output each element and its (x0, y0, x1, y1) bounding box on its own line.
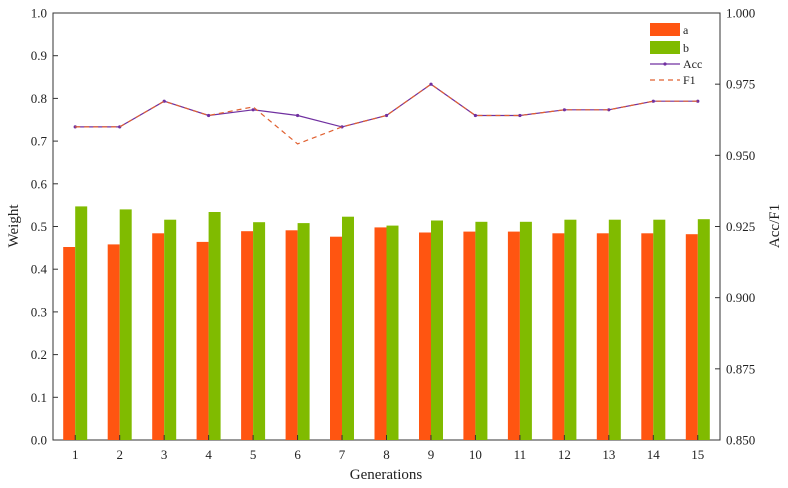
point-Acc-6 (296, 113, 300, 118)
right-tick-label: 0.850 (726, 433, 755, 448)
x-tick-label: 8 (383, 447, 390, 462)
left-tick-label: 0.0 (31, 433, 47, 448)
right-tick-label: 0.950 (726, 148, 755, 163)
legend-swatch-a (650, 23, 680, 36)
bar-a-10 (463, 231, 476, 440)
right-tick-label: 0.875 (726, 361, 755, 376)
bar-a-8 (374, 227, 387, 440)
point-Acc-15 (696, 99, 700, 103)
bar-b-3 (164, 219, 177, 440)
x-axis-title: Generations (350, 467, 423, 483)
bar-a-11 (507, 231, 520, 440)
bar-a-7 (330, 236, 342, 440)
legend-label-f1: F1 (683, 73, 696, 87)
legend-label-b: b (683, 41, 689, 55)
left-tick-label: 0.2 (31, 347, 47, 362)
right-tick-label: 1.000 (726, 6, 755, 21)
bar-b-1 (75, 206, 88, 440)
legend-swatch-b (650, 41, 680, 54)
left-tick-label: 0.5 (31, 219, 47, 234)
x-tick-label: 6 (294, 447, 301, 462)
x-tick-label: 4 (205, 447, 212, 462)
bar-b-11 (519, 221, 532, 440)
left-tick-label: 0.8 (31, 91, 47, 106)
x-tick-label: 10 (469, 447, 482, 462)
bar-b-15 (697, 219, 710, 440)
bar-b-12 (564, 219, 577, 440)
bar-b-5 (253, 222, 266, 440)
x-tick-label: 7 (339, 447, 346, 462)
left-tick-label: 0.3 (31, 304, 47, 319)
left-axis: 0.0 0.1 0.2 0.3 0.4 0.5 0.6 0.7 0.8 0.9 1.0 (31, 6, 58, 448)
bar-a-2 (107, 244, 120, 440)
legend-label-acc: Acc (683, 57, 702, 71)
bar-b-9 (431, 220, 443, 440)
bar-b-6 (297, 223, 310, 440)
point-Acc-14 (651, 99, 655, 103)
x-tick-label: 9 (428, 447, 435, 462)
y2-axis-title: Acc/F1 (767, 204, 783, 248)
bar-a-4 (196, 241, 209, 440)
bar-a-9 (419, 232, 431, 440)
bar-a-13 (596, 233, 609, 440)
point-Acc-5 (251, 108, 255, 112)
point-Acc-8 (384, 113, 389, 118)
bar-b-7 (342, 216, 354, 440)
left-tick-label: 0.9 (31, 48, 47, 63)
right-tick-label: 0.925 (726, 219, 755, 234)
bar-a-3 (152, 233, 165, 440)
x-tick-label: 15 (691, 447, 704, 462)
bar-a-15 (685, 234, 698, 440)
y-axis-title: Weight (6, 204, 22, 248)
bar-b-4 (208, 212, 221, 440)
bar-b-14 (653, 219, 666, 440)
x-tick-label: 2 (116, 447, 123, 462)
left-tick-label: 1.0 (31, 6, 47, 21)
bar-a-12 (552, 233, 565, 440)
x-tick-label: 5 (250, 447, 257, 462)
lines-layer (73, 82, 700, 145)
line-F1 (75, 83, 698, 145)
bar-b-2 (119, 209, 132, 440)
x-tick-label: 13 (602, 447, 615, 462)
x-tick-label: 3 (161, 447, 168, 462)
bar-a-1 (63, 247, 76, 440)
point-Acc-4 (207, 113, 211, 118)
bars-layer (63, 206, 710, 440)
bar-b-8 (386, 225, 399, 440)
x-tick-label: 14 (647, 447, 661, 462)
point-Acc-11 (518, 113, 522, 118)
left-tick-label: 0.7 (31, 134, 48, 149)
bar-a-5 (241, 231, 254, 440)
x-axis: 1 2 3 4 5 6 7 8 9 10 11 12 13 14 15 (72, 435, 704, 462)
bar-b-10 (475, 221, 488, 440)
point-Acc-13 (607, 108, 611, 112)
bar-a-14 (641, 233, 654, 440)
point-Acc-9 (429, 82, 433, 86)
left-tick-label: 0.4 (31, 262, 48, 277)
left-tick-label: 0.1 (31, 390, 47, 405)
x-tick-label: 12 (558, 447, 571, 462)
x-tick-label: 1 (72, 447, 79, 462)
right-axis: 0.850 0.875 0.900 0.925 0.950 0.975 1.000 (715, 6, 755, 448)
legend-marker-acc (663, 62, 667, 66)
point-Acc-12 (562, 108, 567, 112)
bar-a-6 (285, 230, 298, 440)
legend: a b Acc F1 (650, 23, 702, 87)
legend-label-a: a (683, 23, 689, 37)
bar-b-13 (608, 219, 621, 440)
right-tick-label: 0.900 (726, 290, 755, 305)
left-tick-label: 0.6 (31, 176, 48, 191)
point-Acc-10 (473, 113, 477, 118)
right-tick-label: 0.975 (726, 77, 755, 92)
x-tick-label: 11 (514, 447, 527, 462)
